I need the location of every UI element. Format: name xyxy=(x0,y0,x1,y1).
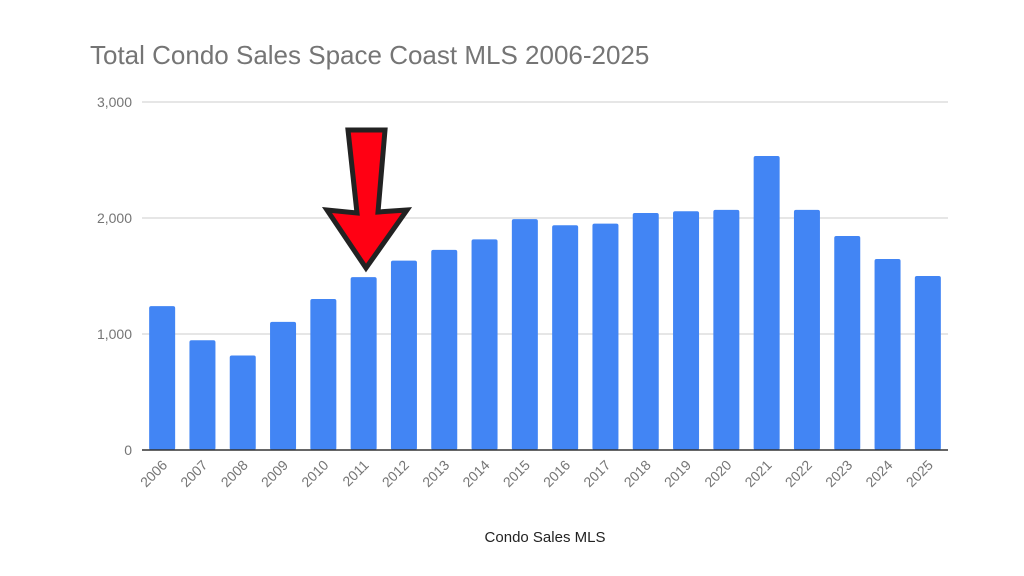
bar-2017 xyxy=(592,223,619,450)
chart-title: Total Condo Sales Space Coast MLS 2006-2… xyxy=(90,40,649,70)
x-tick-label: 2016 xyxy=(540,457,573,490)
bar-2012 xyxy=(390,260,417,450)
x-axis-label: Condo Sales MLS xyxy=(485,529,606,546)
bar-2016 xyxy=(552,225,579,450)
bar-2014 xyxy=(471,239,498,450)
x-tick-label: 2008 xyxy=(218,457,251,490)
bar-2021 xyxy=(753,156,780,450)
bar-2007 xyxy=(189,340,216,450)
x-tick-label: 2010 xyxy=(298,457,331,490)
x-tick-label: 2020 xyxy=(701,457,734,490)
bar-2022 xyxy=(793,209,820,450)
x-tick-label: 2009 xyxy=(258,457,291,490)
bar-2013 xyxy=(431,249,458,450)
red-down-arrow-icon xyxy=(321,127,413,273)
x-tick-label: 2021 xyxy=(741,457,774,490)
y-tick-label: 0 xyxy=(124,442,132,458)
bar-2023 xyxy=(834,235,861,450)
y-tick-label: 3,000 xyxy=(97,94,132,110)
x-tick-label: 2017 xyxy=(580,457,613,490)
x-tick-label: 2022 xyxy=(782,457,815,490)
bar-2009 xyxy=(270,321,297,450)
bar-2025 xyxy=(914,276,941,450)
bar-2019 xyxy=(673,211,700,450)
x-tick-label: 2024 xyxy=(862,457,895,490)
bar-2024 xyxy=(874,258,901,450)
x-tick-label: 2015 xyxy=(500,457,533,490)
bar-2020 xyxy=(713,209,740,450)
x-tick-label: 2013 xyxy=(419,457,452,490)
x-tick-label: 2014 xyxy=(459,457,492,490)
bar-2010 xyxy=(310,298,337,450)
bar-2018 xyxy=(632,213,659,450)
y-tick-label: 2,000 xyxy=(97,210,132,226)
x-tick-label: 2025 xyxy=(903,457,936,490)
x-tick-label: 2019 xyxy=(661,457,694,490)
x-tick-label: 2011 xyxy=(339,457,372,490)
bar-2008 xyxy=(229,355,256,450)
x-tick-label: 2012 xyxy=(379,457,412,490)
bar-2011 xyxy=(350,277,377,450)
x-tick-label: 2018 xyxy=(621,457,654,490)
x-tick-label: 2023 xyxy=(822,457,855,490)
bar-2006 xyxy=(149,306,176,450)
x-tick-label: 2007 xyxy=(177,457,210,490)
bar-2015 xyxy=(511,219,538,450)
y-tick-label: 1,000 xyxy=(97,326,132,342)
x-tick-label: 2006 xyxy=(137,457,170,490)
